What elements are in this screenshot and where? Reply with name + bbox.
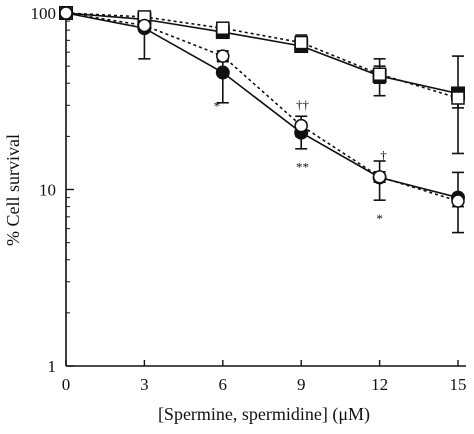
y-tick-label: 10 [39,181,56,200]
chart-plot-area: * †† ** † * [59,6,465,234]
x-tick-label: 15 [450,375,467,394]
chart-axes: 0 3 6 9 12 15 1 10 100 [31,4,467,394]
y-tick-label: 1 [48,357,57,376]
x-tick-label: 0 [62,375,71,394]
data-point [372,170,387,184]
x-tick-label: 3 [140,375,149,394]
significance-marker: † [380,147,387,162]
y-axis-title: % Cell survival [3,134,23,246]
data-point [59,6,73,20]
significance-marker: †† [296,97,310,112]
data-point [372,67,387,81]
data-point [451,194,465,208]
series-filled-square [59,6,465,155]
data-point [216,21,230,35]
y-tick-label: 100 [31,4,57,23]
significance-marker: * [214,98,221,113]
x-tick-label: 9 [297,375,306,394]
significance-marker: ** [296,159,309,174]
x-tick-label: 6 [219,375,228,394]
data-point [216,49,230,63]
series-line [65,12,459,99]
data-point [294,118,308,133]
data-point [451,91,465,105]
series-filled-circle [59,6,465,234]
series-open-circle [59,6,465,208]
series-line [65,12,459,199]
x-tick-label: 12 [371,375,388,394]
data-point [215,65,230,80]
significance-marker: * [376,211,383,226]
series-line [65,12,459,202]
series-line [65,12,459,95]
data-point [137,18,152,33]
x-axis-title: [Spermine, spermidine] (μM) [158,404,370,425]
data-point [294,35,308,50]
